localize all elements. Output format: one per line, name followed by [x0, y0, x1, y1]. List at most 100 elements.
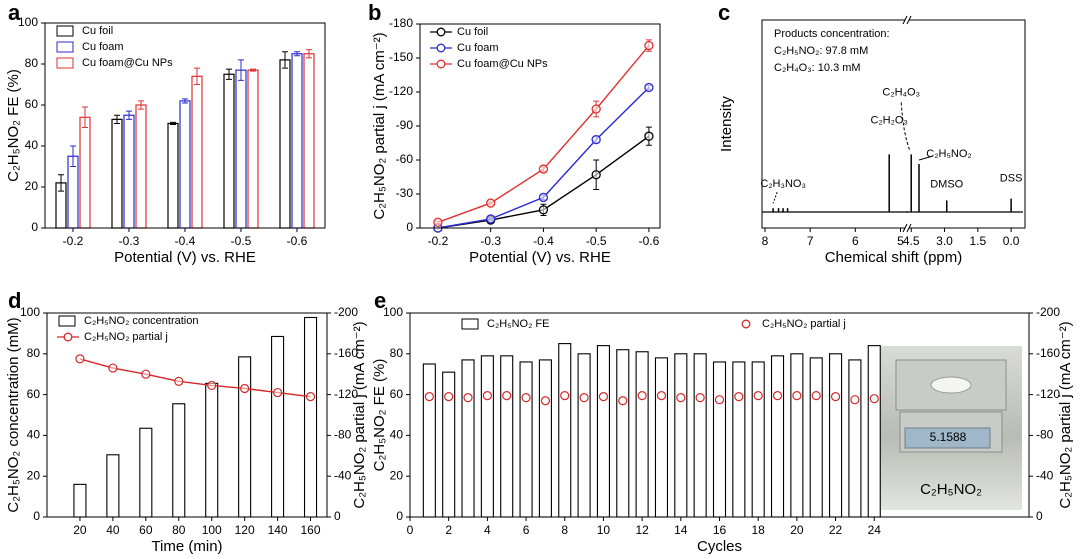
error-bar	[82, 106, 88, 129]
point	[644, 40, 654, 51]
bar	[674, 353, 688, 518]
x-tick-label: 100	[202, 523, 222, 537]
point	[463, 393, 473, 403]
x-tick-label: 4.5	[903, 234, 920, 248]
bar	[500, 355, 514, 518]
point	[656, 391, 667, 401]
x-tick-label: -0.4	[533, 234, 554, 248]
bar	[848, 359, 862, 518]
point	[486, 198, 496, 208]
bar	[247, 69, 259, 229]
y-tick-label: 0	[334, 509, 341, 523]
bar	[123, 114, 135, 229]
y-tick-label: -200	[1036, 305, 1060, 319]
x-tick-label: 60	[139, 523, 153, 537]
y-tick-label: 40	[390, 428, 404, 442]
point	[538, 205, 549, 215]
bar	[732, 361, 746, 518]
point	[141, 369, 151, 379]
x-tick-label: 1.5	[969, 234, 986, 248]
y-tick-label: -200	[334, 305, 358, 319]
point	[502, 391, 512, 401]
plot-frame	[761, 19, 1026, 229]
y-tick-label: 80	[390, 346, 404, 360]
point	[207, 380, 217, 391]
y-tick-label: -80	[1036, 428, 1054, 442]
point	[591, 134, 601, 145]
peak-arrow	[772, 191, 778, 204]
legend-label: Cu foam	[457, 42, 499, 54]
bar	[480, 355, 494, 518]
legend-label: C₂H₅NO₂ FE	[487, 318, 549, 330]
y-tick-label: 40	[27, 428, 41, 442]
series-line	[79, 358, 311, 398]
bar	[191, 75, 203, 229]
x-tick-label: 2	[445, 523, 452, 537]
plot-frame	[419, 23, 661, 229]
x-tick-label: 20	[73, 523, 87, 537]
y-tick-label: -90	[396, 118, 414, 132]
point	[482, 391, 492, 401]
x-tick-label: -0.4	[175, 234, 196, 248]
x-tick-label: 140	[268, 523, 288, 537]
point	[305, 392, 316, 402]
bar	[693, 353, 707, 518]
point	[560, 391, 570, 401]
legend-label: C₂H₅NO₂ partial j	[762, 318, 846, 330]
legend-label: Cu foil	[457, 26, 488, 38]
legend-swatch	[56, 57, 74, 69]
point	[486, 214, 496, 224]
legend-label: Cu foam@Cu NPs	[82, 57, 173, 69]
x-tick-label: -0.6	[287, 234, 308, 248]
y-tick-label: -120	[1036, 387, 1060, 401]
point	[830, 392, 841, 402]
point	[695, 393, 705, 403]
bar	[635, 351, 649, 518]
point	[433, 217, 443, 227]
bar	[135, 104, 147, 229]
error-bar	[250, 68, 256, 72]
y-tick-label: -40	[334, 468, 352, 482]
point	[772, 391, 783, 401]
y-tick-label: -80	[334, 428, 352, 442]
bar	[279, 59, 291, 229]
x-tick-label: 24	[868, 523, 882, 537]
point	[591, 170, 601, 180]
peak-label: DMSO	[930, 178, 963, 190]
annotation: C₂H₅NO₂: 97.8 mM	[774, 45, 868, 57]
y2-axis-label: C₂H₅NO₂ partial j (mA cm⁻²)	[351, 321, 368, 508]
point	[240, 383, 250, 394]
y-tick-label: 0	[396, 509, 403, 523]
point	[521, 393, 531, 403]
x-tick-label: -0.5	[231, 234, 252, 248]
plot-frame	[46, 312, 328, 518]
x-tick-label: 80	[172, 523, 186, 537]
y-tick-label: 40	[25, 138, 39, 152]
bar	[139, 427, 153, 518]
x-tick-label: -0.2	[63, 234, 84, 248]
point	[108, 363, 118, 373]
inset-label: C₂H₅NO₂	[920, 481, 982, 498]
error-bar	[194, 67, 200, 85]
bar	[223, 73, 235, 229]
point	[644, 131, 654, 141]
point	[753, 391, 763, 401]
bar	[712, 361, 727, 518]
error-bar	[294, 51, 300, 57]
bar	[558, 343, 572, 518]
bar	[205, 382, 219, 518]
y2-axis-label: C₂H₅NO₂ partial j (mA cm⁻²)	[1057, 321, 1074, 508]
x-axis-label: Potential (V) vs. RHE	[114, 249, 256, 266]
point	[579, 393, 589, 403]
y-tick-label: 20	[390, 468, 404, 482]
peak-label: DSS	[1000, 172, 1023, 184]
peak-leader	[918, 155, 934, 161]
y-axis-label: C₂H₅NO₂ partial j (mA cm⁻²)	[371, 32, 388, 219]
bar	[238, 356, 252, 518]
legend-label: C₂H₅NO₂ concentration	[84, 315, 198, 327]
axis-break	[902, 223, 912, 233]
point	[540, 396, 551, 406]
plot-frame	[409, 312, 1030, 518]
x-tick-label: 0	[407, 523, 414, 537]
x-tick-label: 160	[301, 523, 321, 537]
